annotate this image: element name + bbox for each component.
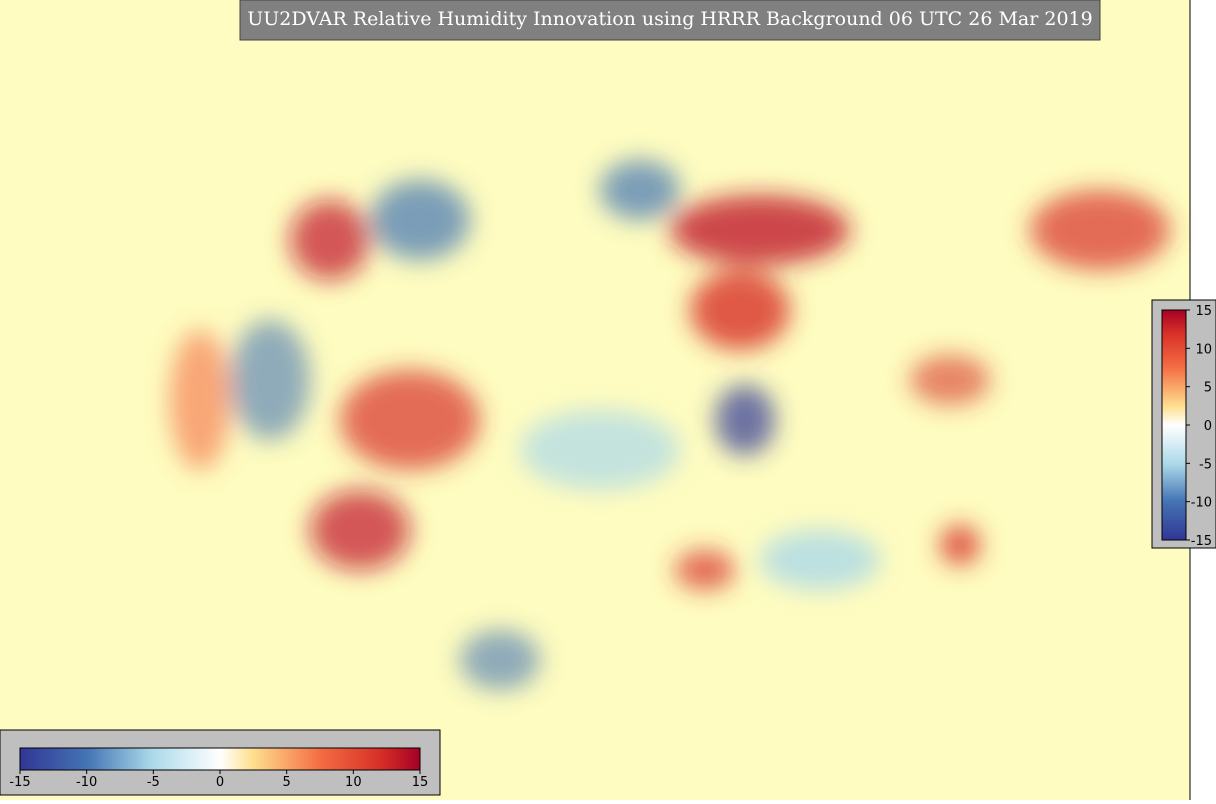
title-box (239, 0, 1101, 41)
tick-label: 5 (1204, 381, 1212, 396)
tick-label: -10 (1191, 496, 1212, 511)
tick-label: 0 (216, 775, 224, 790)
tick-label: 0 (1204, 419, 1212, 434)
tick-label: -15 (1191, 534, 1212, 549)
tick-label: 5 (283, 775, 291, 790)
tick-label: 15 (1195, 304, 1212, 319)
field (170, 160, 1170, 690)
tick-label: -10 (76, 775, 97, 790)
tick-label: -15 (9, 775, 30, 790)
tick-label: 10 (345, 775, 362, 790)
colorbar (1161, 309, 1187, 541)
tick-label: -5 (147, 775, 160, 790)
tick-label: 15 (412, 775, 429, 790)
colorbar (19, 747, 421, 771)
title: UU2DVAR Relative Humidity Innovation usi… (247, 8, 1092, 30)
tick-label: -5 (1199, 457, 1212, 472)
tick-label: 10 (1195, 342, 1212, 357)
